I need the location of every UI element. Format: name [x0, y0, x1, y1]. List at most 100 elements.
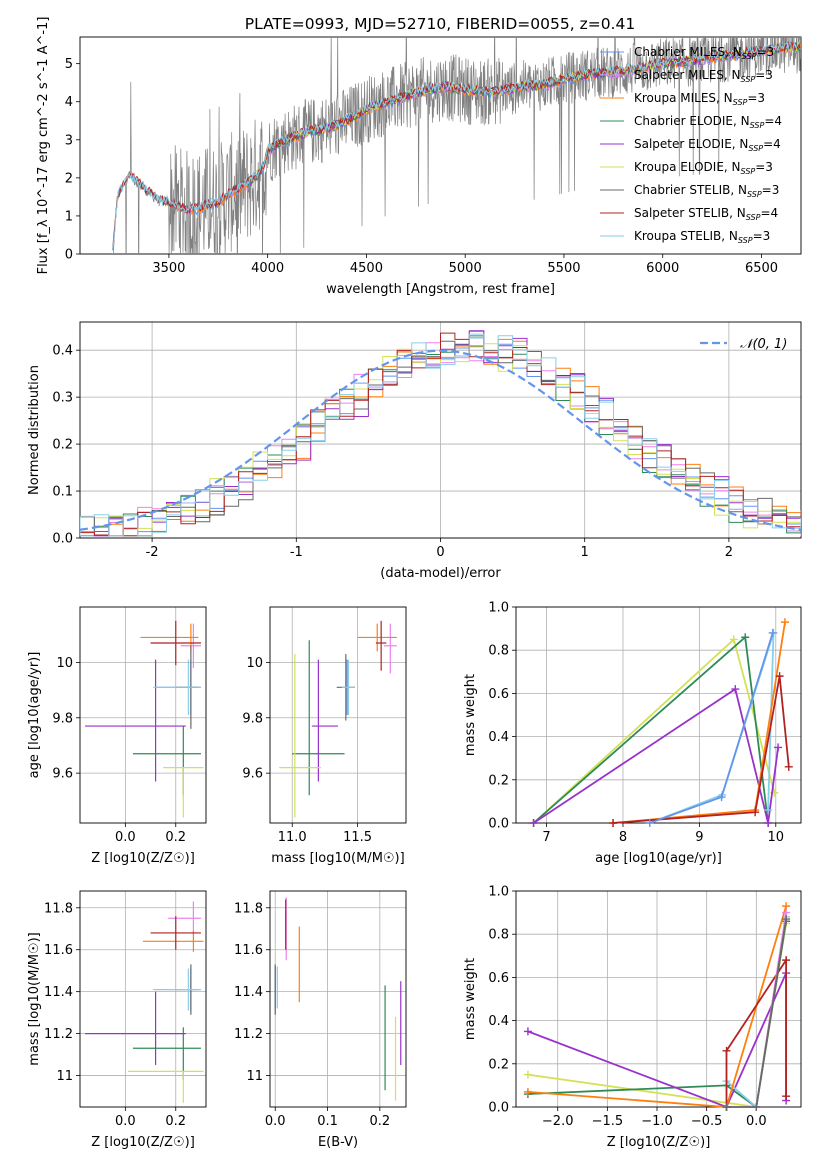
y-tick-label: 5 [65, 57, 73, 72]
x-tick-label: 0.0 [746, 1114, 767, 1129]
y-tick-label: 0.0 [488, 817, 509, 832]
residuals-axes: -2 -1 0 1 2 0.0 0.1 0.2 0.3 0.4 (data-model)/error… [27, 321, 802, 581]
weight-line [533, 687, 779, 824]
y-tick-label: 11.8 [234, 901, 263, 916]
y-tick-label: 1.0 [488, 885, 509, 900]
weight-marker [784, 762, 793, 771]
x-axis-label: wavelength [Angstrom, rest frame] [326, 282, 555, 297]
weight-line [649, 632, 775, 824]
x-tick-label: 0.2 [370, 1114, 391, 1129]
x-tick-label: −0.5 [691, 1114, 723, 1129]
x-tick-label: 1 [581, 545, 589, 560]
y-tick-label: 4 [65, 95, 73, 110]
x-axis-label: (data-model)/error [380, 566, 501, 581]
axes-frame [515, 890, 802, 1108]
y-axis-label: mass weight [463, 674, 478, 756]
x-axis-label: Z [log10(Z/Z☉)] [91, 851, 195, 866]
gaussian-curve [80, 349, 801, 531]
y-tick-label: 9.6 [52, 767, 73, 782]
x-tick-label: -2 [146, 545, 159, 560]
weight-line [649, 632, 774, 824]
error-bar-point [341, 659, 355, 715]
y-tick-label: 0.4 [488, 1014, 509, 1029]
error-bar-point [153, 968, 201, 1011]
y-tick-label: 0.4 [488, 730, 509, 745]
model-spectrum-line [112, 40, 801, 251]
weight_vs_age-axes: 7 8 9 10 0.0 0.2 0.4 0.6 0.8 1.0 age [log10(age/yr… [463, 601, 802, 866]
weight-marker [780, 618, 789, 627]
weight-line [533, 635, 769, 824]
x-axis-label: age [log10(age/yr)] [595, 851, 722, 866]
weight-marker [729, 635, 738, 644]
age_vs_Z-axes: 0.0 0.2 9.6 9.8 10 Z [log10(Z/Z☉)] age [log10(… [27, 606, 207, 866]
x-axis-label: E(B-V) [318, 1135, 358, 1150]
weight-marker [751, 808, 760, 817]
error-bar-point [140, 623, 199, 652]
y-tick-label: 0 [65, 248, 73, 263]
weight-marker [529, 819, 538, 827]
y-tick-label: 1.0 [488, 601, 509, 616]
weight-marker [523, 1087, 532, 1096]
y-tick-label: 0.1 [52, 485, 73, 500]
mass_vs_Z-axes: 0.0 0.2 11 11.2 11.4 11.6 11.8 Z [log10(Z/Z☉)] m… [27, 890, 207, 1150]
error-bar-point [143, 930, 204, 952]
weight-marker [764, 819, 773, 827]
axes-frame [79, 36, 802, 255]
y-tick-label: 11.4 [44, 985, 73, 1000]
legend-entry: Kroupa STELIB, NSSP=3 [634, 229, 770, 245]
x-tick-label: −2.0 [542, 1114, 574, 1129]
x-tick-label: 11.5 [343, 830, 372, 845]
legend-entry: Chabrier STELIB, NSSP=3 [634, 183, 779, 199]
mass_vs_EBV-axes: 0.0 0.1 0.2 11 11.2 11.4 11.6 11.8 E(B-V) [234, 890, 407, 1150]
residuals-legend: 𝒩(0, 1) [700, 337, 787, 352]
legend-entry: Chabrier ELODIE, NSSP=4 [634, 114, 782, 130]
histogram-series [80, 333, 801, 537]
mass_vs_Z-points [85, 901, 204, 1103]
axes-frame [515, 606, 802, 824]
y-tick-label: 11.2 [44, 1027, 73, 1042]
y-tick-label: 2 [65, 171, 73, 186]
y-tick-label: 3 [65, 133, 73, 148]
error-bar-point [357, 623, 397, 652]
y-axis-label: Flux [f_λ 10^-17 erg cm^-2 s^-1 A^-1] [36, 17, 51, 275]
x-tick-label: 8 [619, 830, 627, 845]
weight-marker [717, 793, 726, 802]
weight_vs_Z-lines [523, 902, 791, 1111]
x-tick-label: 0.0 [265, 1114, 286, 1129]
weight-marker [782, 915, 791, 924]
y-tick-label: 11.6 [44, 943, 73, 958]
weight-marker [741, 633, 750, 642]
legend-entry: Salpeter ELODIE, NSSP=4 [634, 137, 781, 153]
weight-marker [775, 672, 784, 681]
y-tick-label: 0.3 [52, 391, 73, 406]
x-tick-label: 0.0 [115, 830, 136, 845]
y-tick-label: 9.6 [242, 767, 263, 782]
weight-line [725, 957, 787, 1107]
error-bar-point [311, 659, 338, 782]
x-tick-label: 11.0 [278, 830, 307, 845]
x-axis-label: Z [log10(Z/Z☉)] [91, 1135, 195, 1150]
x-tick-label: 6500 [745, 261, 778, 276]
y-tick-label: 9.8 [242, 711, 263, 726]
y-tick-label: 0.6 [488, 971, 509, 986]
spectrum-axes: 3500 4000 4500 5000 5500 6000 6500 0 1 2 3 4 5 wavele… [36, 17, 802, 297]
y-tick-label: 0.8 [488, 928, 509, 943]
y-axis-label: age [log10(age/yr)] [27, 652, 42, 779]
weight-marker [523, 1070, 532, 1079]
weight-marker [731, 685, 740, 694]
y-tick-label: 0.0 [488, 1101, 509, 1116]
histogram-plot [80, 330, 801, 537]
error-bar-point [163, 767, 204, 818]
y-tick-label: 11.8 [44, 901, 73, 916]
y-tick-label: 9.8 [52, 711, 73, 726]
error-bar-point [279, 654, 321, 818]
y-axis-label: mass [log10(M/M☉)] [27, 932, 42, 1065]
x-tick-label: 9 [695, 830, 703, 845]
age_vs_Z-points [85, 620, 204, 818]
x-tick-label: 0 [436, 545, 444, 560]
weight-marker [609, 819, 618, 827]
error-bar-point [85, 991, 186, 1066]
legend-entry: Salpeter STELIB, NSSP=4 [634, 206, 778, 222]
legend-entry: Kroupa ELODIE, NSSP=3 [634, 160, 773, 176]
y-tick-label: 10 [56, 656, 73, 671]
